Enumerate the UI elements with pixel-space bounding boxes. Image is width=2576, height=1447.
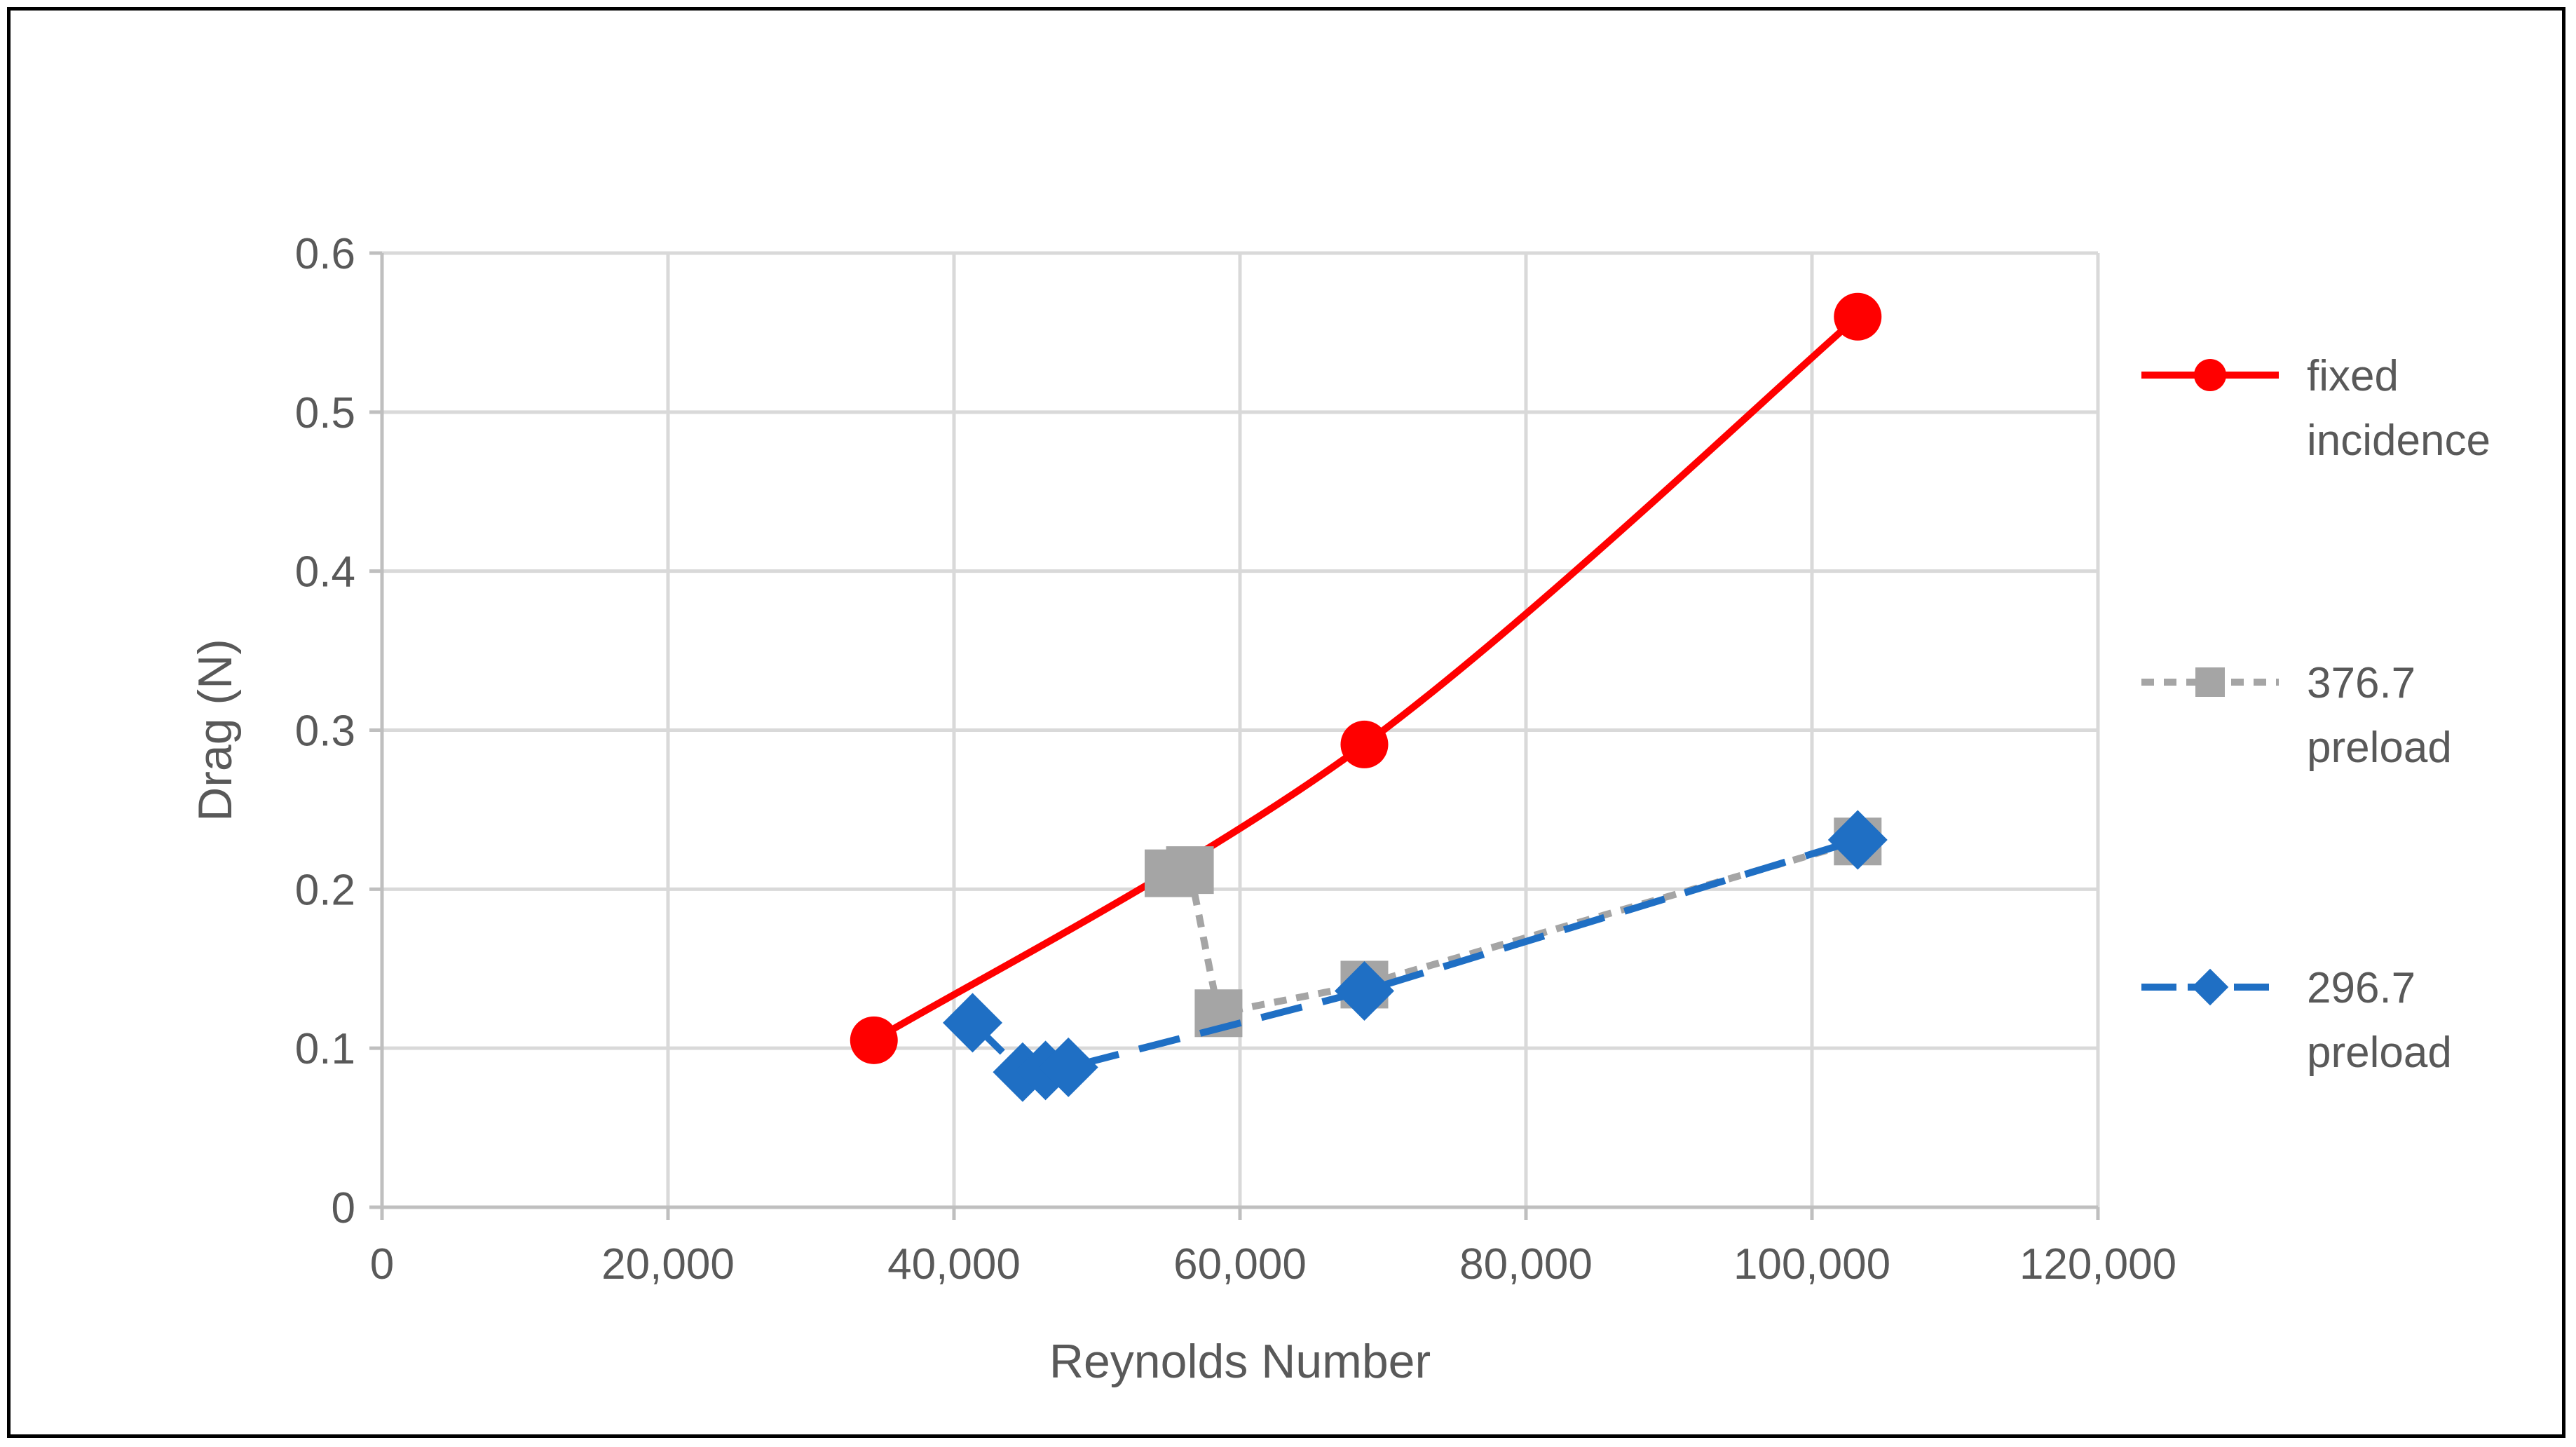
y-tick-label: 0.3 xyxy=(295,707,355,756)
y-tick-label: 0 xyxy=(332,1184,355,1232)
legend-swatch-marker-fixed-incidence xyxy=(2194,359,2226,391)
legend-label-fixed-incidence: incidence xyxy=(2307,416,2490,465)
data-point-296-7-preload xyxy=(1827,810,1888,870)
x-tick-label: 120,000 xyxy=(2019,1240,2176,1289)
legend-entry-376-7-preload: 376.7 preload xyxy=(2141,659,2452,772)
series-line-376-7-preload xyxy=(1168,838,1859,1017)
series-fixed-incidence xyxy=(850,292,1882,1064)
chart-frame: 0 20,000 40,000 60,000 80,000 100,000 120,000 0… xyxy=(7,7,2565,1438)
data-point-376-7-preload xyxy=(1166,846,1214,895)
series-line-296-7-preload xyxy=(970,836,1859,1076)
legend-label-376-7-preload: preload xyxy=(2307,724,2452,772)
series-line-fixed-incidence xyxy=(872,313,1860,1044)
y-tick-label: 0.2 xyxy=(295,866,355,914)
x-tick-label: 60,000 xyxy=(1173,1240,1307,1289)
y-tick-label: 0.5 xyxy=(295,389,355,437)
series-296-7-preload xyxy=(943,810,1888,1102)
legend-label-376-7-preload: 376.7 xyxy=(2307,659,2415,707)
gridlines xyxy=(382,251,2100,1207)
data-point-296-7-preload xyxy=(1334,961,1394,1021)
legend-label-296-7-preload: preload xyxy=(2307,1028,2452,1077)
x-tick-label: 20,000 xyxy=(601,1240,735,1289)
legend-label-296-7-preload: 296.7 xyxy=(2307,964,2415,1012)
series-376-7-preload xyxy=(1145,817,1882,1038)
y-axis-title: Drag (N) xyxy=(189,639,242,822)
legend: fixed incidence 376.7 preload 296.7 preload xyxy=(2141,352,2490,1077)
x-axis-title: Reynolds Number xyxy=(1049,1335,1431,1388)
legend-entry-fixed-incidence: fixed incidence xyxy=(2141,352,2490,465)
x-tick-label: 100,000 xyxy=(1733,1240,1890,1289)
data-point-296-7-preload xyxy=(1038,1037,1098,1097)
legend-swatch-marker-296-7-preload xyxy=(2191,968,2229,1006)
legend-entry-296-7-preload: 296.7 preload xyxy=(2141,964,2452,1077)
data-point-fixed-incidence xyxy=(1340,720,1389,768)
plot-series xyxy=(850,292,1888,1102)
legend-label-fixed-incidence: fixed xyxy=(2307,352,2399,400)
y-tick-label: 0.4 xyxy=(295,548,355,597)
y-tick-label: 0.1 xyxy=(295,1025,355,1073)
legend-swatch-marker-376-7-preload xyxy=(2195,667,2225,697)
data-point-fixed-incidence xyxy=(850,1016,898,1064)
drag-vs-reynolds-chart: 0 20,000 40,000 60,000 80,000 100,000 120,000 0… xyxy=(189,230,2490,1388)
axes: 0 20,000 40,000 60,000 80,000 100,000 120,000 0… xyxy=(295,230,2176,1289)
x-tick-label: 80,000 xyxy=(1459,1240,1593,1289)
x-tick-label: 40,000 xyxy=(887,1240,1021,1289)
y-tick-label: 0.6 xyxy=(295,230,355,278)
data-point-fixed-incidence xyxy=(1834,292,1882,341)
x-tick-label: 0 xyxy=(370,1240,394,1289)
data-point-296-7-preload xyxy=(943,993,1003,1053)
